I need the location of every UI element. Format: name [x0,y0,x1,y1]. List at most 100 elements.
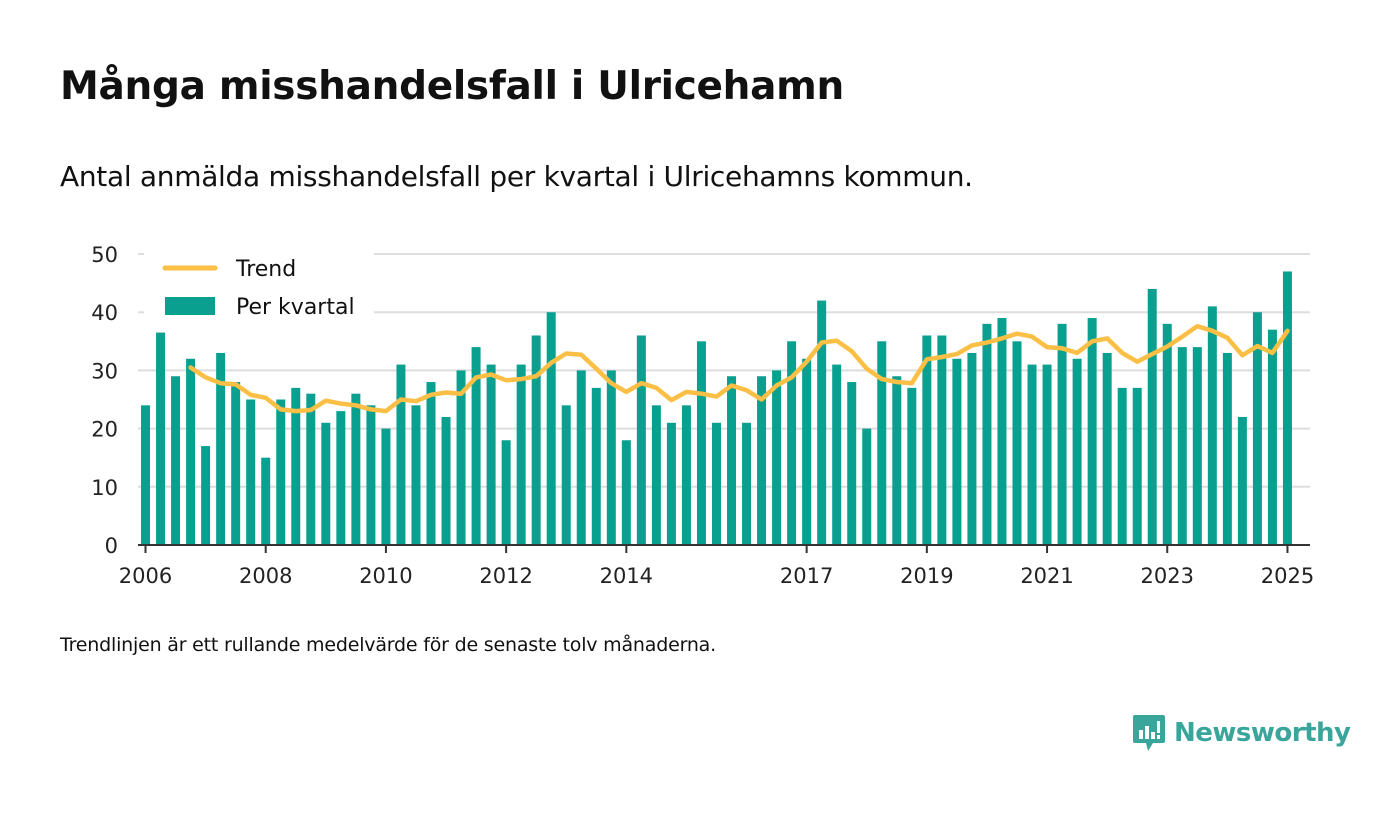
bar [336,411,346,545]
bar [907,387,917,545]
x-tick-label: 2025 [1261,564,1314,588]
bar [381,428,391,545]
bar [937,335,947,545]
bar [681,405,691,545]
bar [276,399,286,545]
bar [832,364,842,545]
bar [922,335,932,545]
bar [561,405,571,545]
bar [967,352,977,545]
bar [1237,416,1247,545]
bar [621,440,631,545]
bar [321,422,331,545]
bar [1177,347,1187,545]
x-tick-label: 2010 [359,564,412,588]
bar [531,335,541,545]
bar [757,376,767,545]
bar [1012,341,1022,545]
legend: Trend Per kvartal [144,250,374,332]
bar [486,364,496,545]
y-tick-label: 20 [91,418,118,442]
bar [1072,358,1082,545]
x-tick-label: 2014 [600,564,653,588]
y-tick-label: 40 [91,301,118,325]
bar [1162,323,1172,545]
bar [351,393,361,545]
bar [802,358,812,545]
bar [1282,271,1292,545]
x-tick-label: 2012 [479,564,532,588]
bar [156,332,166,545]
bar [1117,387,1127,545]
chart-title: Många misshandelsfall i Ulricehamn [60,64,844,109]
bar [261,457,271,545]
bar [877,341,887,545]
bar [696,341,706,545]
bar [772,370,782,545]
bar [591,387,601,545]
newsworthy-logo[interactable]: Newsworthy [1132,712,1351,754]
bar [456,370,466,545]
bar [501,440,511,545]
bar-series [141,271,1292,545]
bar [426,382,436,545]
trend-line [188,323,1290,414]
bar [997,318,1007,545]
x-tick-label: 2019 [900,564,953,588]
bar [1252,312,1262,545]
bar [246,399,256,545]
bar [396,364,406,545]
bar [471,347,481,545]
x-tick-label: 2023 [1141,564,1194,588]
bar [141,405,151,545]
x-tick-label: 2017 [780,564,833,588]
bar [1132,387,1142,545]
newsworthy-logo-icon [1133,715,1165,751]
bar [1027,364,1037,545]
bar [411,405,421,545]
bar [1207,306,1217,545]
axes: 0 10 20 30 40 50 2006 2008 2010 2012 2014 2017 2019 2… [91,243,1314,588]
bar [516,364,526,545]
bar [1042,364,1052,545]
legend-bar-swatch [165,297,215,315]
legend-bar-label: Per kvartal [236,295,355,320]
bar [366,405,376,545]
bar [651,405,661,545]
bar [727,376,737,545]
bar [892,376,902,545]
bar [952,358,962,545]
bar [847,382,857,545]
bar [186,358,196,545]
bar [291,387,301,545]
bar [1267,329,1277,545]
bar [606,370,616,545]
bar [817,300,827,545]
bar [1192,347,1202,545]
newsworthy-logo-text: Newsworthy [1174,718,1351,748]
bar [201,446,211,545]
footnote: Trendlinjen är ett rullande medelvärde f… [60,634,716,656]
legend-trend-label: Trend [235,257,296,282]
bar [1102,352,1112,545]
bar [982,323,992,545]
chart-subtitle: Antal anmälda misshandelsfall per kvarta… [60,160,973,193]
bar [576,370,586,545]
y-tick-label: 0 [105,534,118,558]
legend-background [144,250,374,332]
y-tick-label: 50 [91,243,118,267]
x-tick-label: 2006 [119,564,172,588]
bar [231,382,241,545]
bar [1057,323,1067,545]
bar [666,422,676,545]
y-tick-label: 30 [91,359,118,383]
chart-area: 0 10 20 30 40 50 2006 2008 2010 2012 2014 2017 2019 2… [91,243,1314,588]
bar [171,376,181,545]
bar [742,422,752,545]
bar [546,312,556,545]
trend-series [188,323,1290,414]
bar [787,341,797,545]
bar [1147,288,1157,545]
x-tick-label: 2008 [239,564,292,588]
x-tick-label: 2021 [1020,564,1073,588]
